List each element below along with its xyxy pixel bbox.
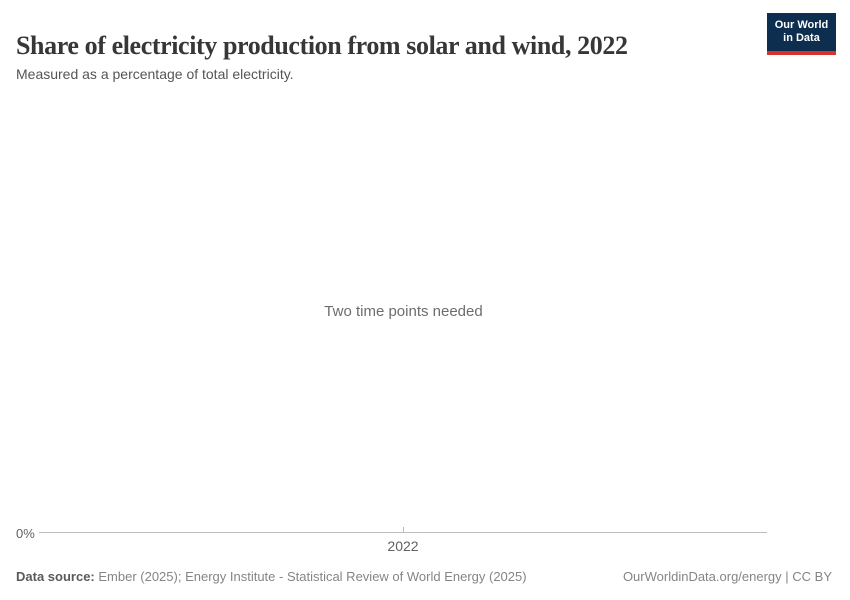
y-axis-zero-label: 0% [16, 526, 35, 541]
chart-subtitle: Measured as a percentage of total electr… [16, 66, 294, 82]
chart-title: Share of electricity production from sol… [16, 31, 628, 61]
data-source-label: Data source: [16, 569, 95, 584]
owid-logo-line2: in Data [783, 32, 820, 44]
owid-logo-line1: Our World [774, 19, 829, 31]
owid-url-license: OurWorldinData.org/energy | CC BY [622, 569, 832, 584]
x-axis-tick-label: 2022 [387, 538, 419, 554]
owid-logo: Our World in Data [767, 13, 836, 55]
empty-chart-message: Two time points needed [324, 303, 483, 320]
x-axis-tick [403, 527, 404, 533]
data-source-text: Ember (2025); Energy Institute - Statist… [94, 569, 527, 584]
data-source-line: Data source: Ember (2025); Energy Instit… [16, 569, 527, 584]
